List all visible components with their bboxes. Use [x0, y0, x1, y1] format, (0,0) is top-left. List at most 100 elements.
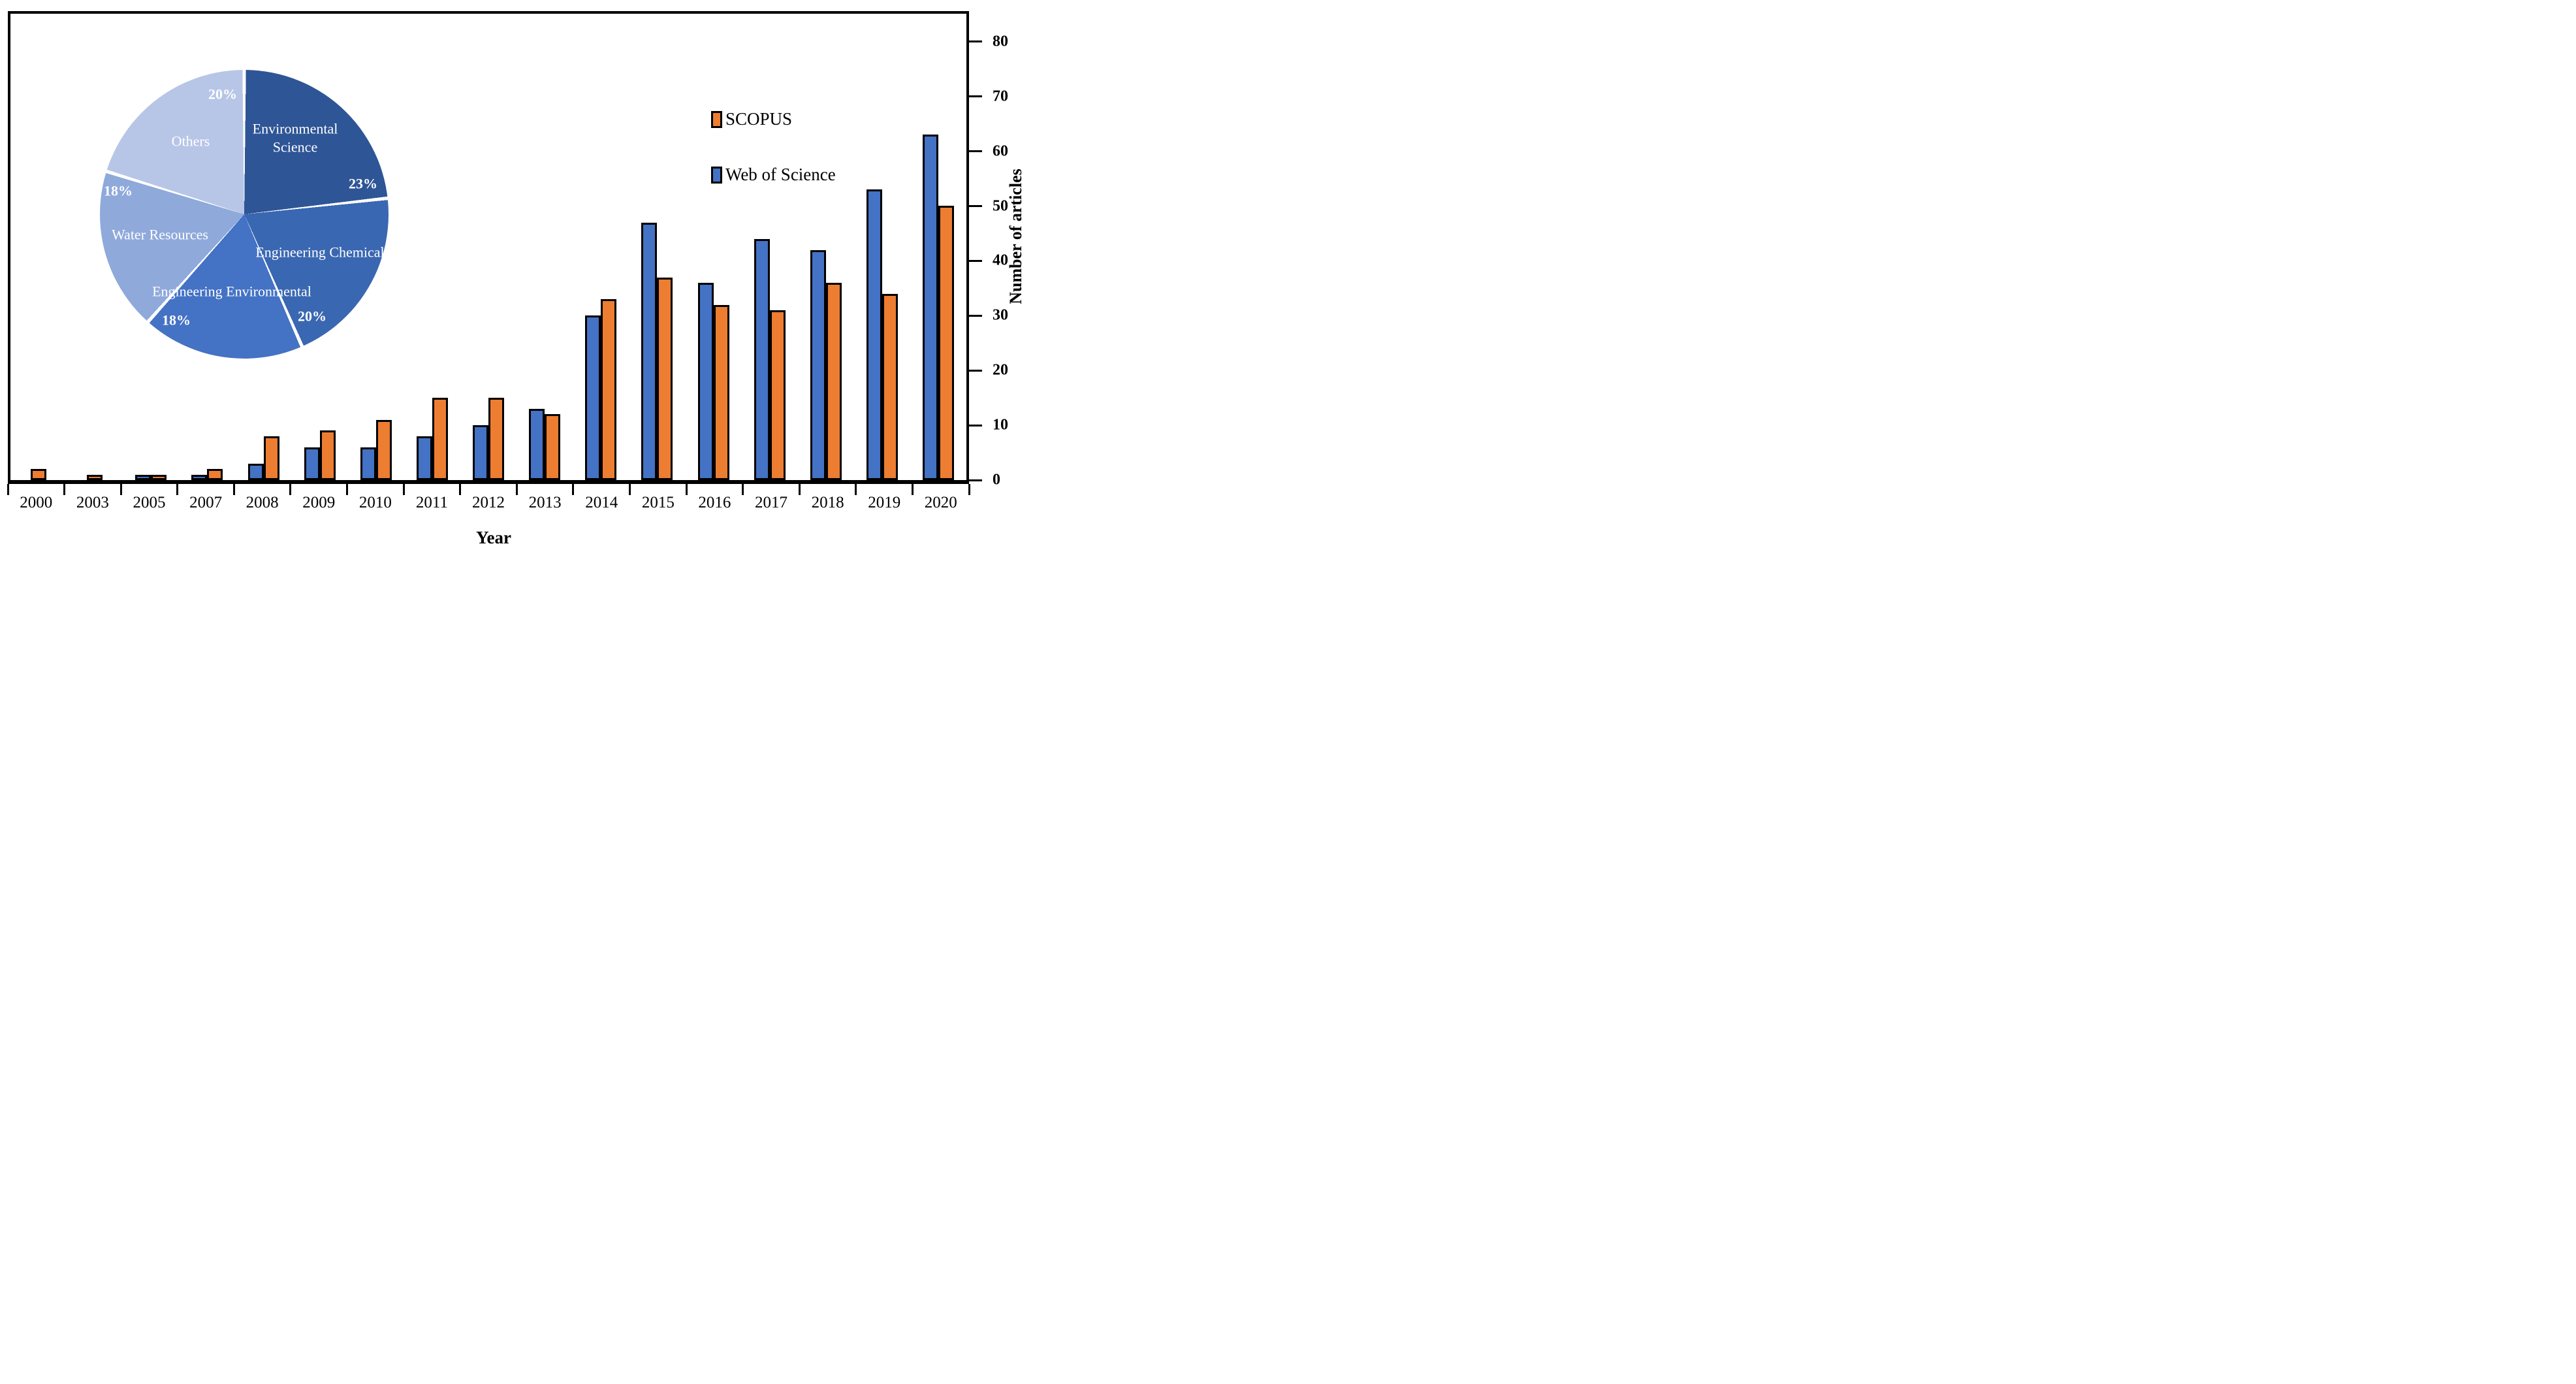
y-axis-tick-label-30: 30 [993, 306, 1008, 324]
x-axis-tick [968, 484, 970, 495]
bar-web-of-science-2020 [923, 135, 939, 480]
pie-slice-percent-water-resources: 18% [104, 182, 133, 199]
bar-web-of-science-2008 [247, 464, 264, 480]
pie-slice-label-engineering-chemical: Engineering Chemical [255, 244, 385, 261]
x-axis-tick-label-2014: 2014 [585, 494, 618, 511]
x-axis-tick [911, 484, 914, 495]
bar-scopus-2014 [601, 299, 617, 480]
bar-group-2015 [629, 14, 685, 480]
y-axis-tick-30 [969, 314, 982, 317]
bar-group-2016 [686, 14, 742, 480]
bar-web-of-science-2017 [754, 239, 770, 480]
legend-label: SCOPUS [725, 109, 793, 129]
x-axis-tick [628, 484, 631, 495]
bar-chart [10, 14, 966, 480]
bar-scopus-2020 [938, 206, 955, 480]
bar-group-2014 [573, 14, 629, 480]
bar-scopus-2003 [87, 475, 103, 480]
x-axis-tick-labels: 2000 2003 2005 2007 2008 2009 2010 2011 2012 2013… [8, 494, 969, 512]
legend-item-scopus: SCOPUS [711, 109, 836, 129]
bar-group-2010 [348, 14, 404, 480]
x-axis-tick-label-2009: 2009 [302, 494, 336, 511]
plot-area: Environmental Science 23% Engineering Chem… [8, 11, 969, 484]
legend-item-web-of-science: Web of Science [711, 165, 836, 185]
bar-web-of-science-2012 [473, 425, 489, 480]
x-axis-tick-label-2012: 2012 [472, 494, 505, 511]
bar-scopus-2012 [488, 398, 505, 480]
pie-slice-label-others: Others [171, 133, 210, 150]
bar-web-of-science-2009 [304, 447, 320, 480]
x-axis-tick [232, 484, 235, 495]
bar-scopus-2019 [882, 294, 898, 480]
bar-scopus-2009 [319, 430, 336, 480]
x-axis-tick-label-2007: 2007 [189, 494, 223, 511]
x-axis-tick-label-2015: 2015 [641, 494, 675, 511]
y-axis-tick-80 [969, 40, 982, 43]
y-axis-tick-70 [969, 95, 982, 98]
bar-scopus-2016 [713, 305, 729, 480]
bar-scopus-2005 [151, 475, 167, 480]
pie-slice-percent-engineering-chemical: 20% [298, 308, 326, 325]
x-axis-tick [346, 484, 349, 495]
scopus-swatch-icon [711, 110, 722, 128]
bar-scopus-2007 [207, 469, 223, 480]
pie-slice-label-engineering-environmental: Engineering Environmental [152, 283, 311, 300]
x-axis-tick [459, 484, 462, 495]
bar-scopus-2010 [375, 420, 392, 480]
y-axis-tick-label-20: 20 [993, 361, 1008, 379]
bar-scopus-2000 [31, 469, 47, 480]
bar-scopus-2017 [769, 310, 786, 480]
bibliometric-figure: Environmental Science 23% Engineering Chem… [0, 0, 1030, 554]
x-axis-tick-label-2011: 2011 [415, 494, 448, 511]
pie-slice-percent-engineering-environmental: 18% [162, 312, 191, 329]
x-axis-tick-label-2008: 2008 [246, 494, 279, 511]
pie-slice-percent-others: 20% [208, 86, 237, 103]
x-axis-tick-label-2005: 2005 [133, 494, 166, 511]
pie-chart: Environmental Science 23% Engineering Chem… [100, 70, 389, 359]
x-axis-tick-label-2003: 2003 [76, 494, 109, 511]
x-axis-tick [176, 484, 179, 495]
y-axis-tick-10 [969, 424, 982, 426]
x-axis-tick-label-2020: 2020 [924, 494, 957, 511]
bar-scopus-2008 [263, 436, 279, 480]
bar-group-2008 [236, 14, 292, 480]
bar-scopus-2018 [825, 283, 842, 480]
bar-scopus-2011 [432, 398, 448, 480]
x-axis-tick-label-2013: 2013 [528, 494, 562, 511]
bar-web-of-science-2011 [416, 436, 432, 480]
bar-group-2012 [460, 14, 517, 480]
x-axis-tick [798, 484, 801, 495]
web-of-science-swatch-icon [711, 166, 722, 184]
x-axis-tick-label-2010: 2010 [358, 494, 392, 511]
bar-web-of-science-2014 [585, 315, 601, 480]
x-axis-tick [855, 484, 857, 495]
bar-group-2013 [517, 14, 573, 480]
y-axis-tick-label-70: 70 [993, 88, 1008, 105]
x-axis-tick [7, 484, 9, 495]
y-axis-tick-60 [969, 150, 982, 153]
x-axis-tick-label-2018: 2018 [811, 494, 844, 511]
bar-group-2011 [404, 14, 460, 480]
pie-slice-percent-environmental-science: 23% [349, 175, 377, 192]
x-axis-tick [289, 484, 292, 495]
bar-web-of-science-2010 [360, 447, 376, 480]
bar-scopus-2013 [545, 414, 561, 480]
x-axis-title: Year [476, 528, 511, 547]
pie-slice-label-environmental-science: Environmental Science [252, 120, 338, 155]
x-axis-tick-label-2017: 2017 [755, 494, 788, 511]
x-axis-tick [685, 484, 688, 495]
x-axis-tick [742, 484, 744, 495]
y-axis-tick-label-10: 10 [993, 416, 1008, 434]
bar-web-of-science-2019 [866, 189, 882, 480]
y-axis-tick-50 [969, 205, 982, 207]
x-axis-tick [119, 484, 122, 495]
y-axis-tick-label-0: 0 [993, 471, 1000, 489]
bar-scopus-2015 [657, 278, 673, 480]
x-axis-tick-label-2016: 2016 [698, 494, 731, 511]
y-axis-tick-20 [969, 369, 982, 372]
bar-group-2020 [910, 14, 966, 480]
y-axis-tick-label-80: 80 [993, 33, 1008, 50]
bar-web-of-science-2005 [135, 475, 151, 480]
bar-group-2018 [798, 14, 854, 480]
x-axis-tick [63, 484, 66, 495]
